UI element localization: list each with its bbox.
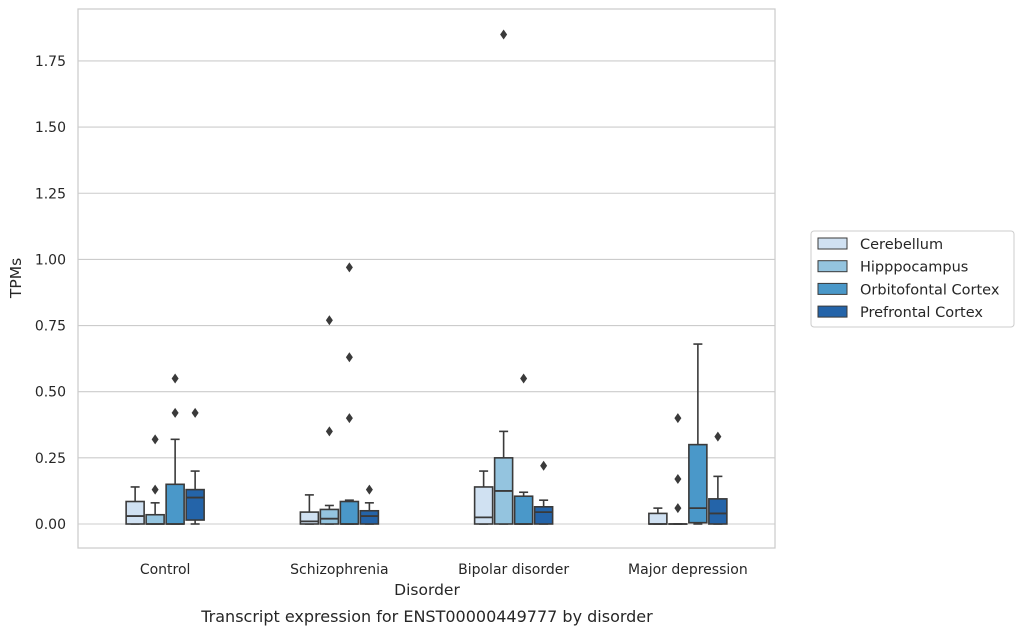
box-group	[185, 407, 205, 525]
legend-swatch	[817, 260, 848, 273]
plot-frame	[77, 8, 776, 549]
outlier-point	[345, 262, 353, 273]
legend-swatch	[817, 305, 848, 318]
outlier-point	[674, 413, 682, 424]
y-tick-label: 1.50	[35, 120, 66, 136]
y-tick-label: 0.75	[35, 319, 66, 335]
box-iqr	[339, 500, 360, 525]
outlier-point	[345, 352, 353, 363]
y-tick-label: 1.25	[35, 186, 66, 202]
grid-lines	[78, 60, 775, 525]
box-iqr	[533, 506, 554, 525]
y-tick-label: 0.25	[35, 451, 66, 467]
legend-label: Hipppocampus	[860, 260, 968, 276]
y-tick-label: 0.50	[35, 385, 66, 401]
box-group	[648, 507, 668, 525]
x-tick-labels: Control Schizophrenia Bipolar disorder Majo…	[140, 562, 748, 578]
outlier-point	[171, 407, 179, 418]
box-group	[708, 431, 728, 525]
x-tick-label: Control	[140, 562, 191, 578]
box-iqr	[145, 513, 165, 525]
box-group	[493, 29, 514, 525]
box-group	[668, 413, 688, 525]
legend-label: Orbitofontal Cortex	[860, 282, 1000, 298]
outlier-point	[151, 484, 159, 495]
box-iqr	[185, 488, 205, 521]
outlier-point	[500, 29, 508, 40]
box-group	[533, 460, 554, 525]
y-axis-title: TPMs	[7, 258, 25, 299]
box-iqr	[299, 511, 320, 525]
box-iqr	[648, 512, 668, 525]
outlier-point	[171, 373, 179, 384]
box-iqr	[319, 508, 340, 525]
box-iqr	[708, 498, 728, 525]
x-tick-label: Major depression	[628, 562, 748, 578]
outlier-point	[540, 460, 548, 471]
outlier-point	[520, 373, 528, 384]
legend: Cerebellum Hipppocampus Orbitofontal Corte…	[810, 230, 1015, 328]
y-tick-labels: 0.00 0.25 0.50 0.75 1.00 1.25 1.50 1.75	[35, 54, 66, 533]
box-iqr	[125, 500, 145, 525]
box-group	[339, 262, 360, 525]
legend-label: Prefrontal Cortex	[860, 305, 983, 321]
box-iqr	[473, 486, 494, 525]
legend-frame	[810, 230, 1015, 328]
boxes	[125, 29, 728, 525]
box-group	[688, 343, 708, 525]
outlier-point	[674, 503, 682, 514]
box-group	[513, 373, 534, 525]
outlier-point	[714, 431, 722, 442]
x-tick-label: Bipolar disorder	[458, 562, 569, 578]
outlier-point	[325, 315, 333, 326]
y-tick-label: 0.00	[35, 517, 66, 533]
box-iqr	[165, 483, 185, 525]
box-iqr	[513, 495, 534, 525]
x-tick-label: Schizophrenia	[290, 562, 388, 578]
x-axis-title: Disorder	[394, 581, 460, 599]
box-group	[165, 373, 185, 525]
y-tick-label: 1.00	[35, 252, 66, 268]
outlier-point	[674, 474, 682, 485]
outlier-point	[325, 426, 333, 437]
y-tick-label: 1.75	[35, 54, 66, 70]
chart-caption: Transcript expression for ENST0000044977…	[200, 607, 653, 626]
outlier-point	[345, 413, 353, 424]
box-group	[473, 470, 494, 525]
legend-swatch	[817, 282, 848, 295]
legend-swatch	[817, 237, 848, 250]
box-group	[299, 494, 320, 525]
box-group	[145, 434, 165, 525]
box-group	[319, 315, 340, 525]
outlier-point	[365, 484, 373, 495]
box-iqr	[359, 509, 380, 525]
outlier-point	[151, 434, 159, 445]
box-group	[125, 486, 145, 525]
box-iqr	[688, 443, 708, 524]
box-group	[359, 484, 380, 525]
legend-label: Cerebellum	[860, 237, 943, 253]
outlier-point	[191, 407, 199, 418]
